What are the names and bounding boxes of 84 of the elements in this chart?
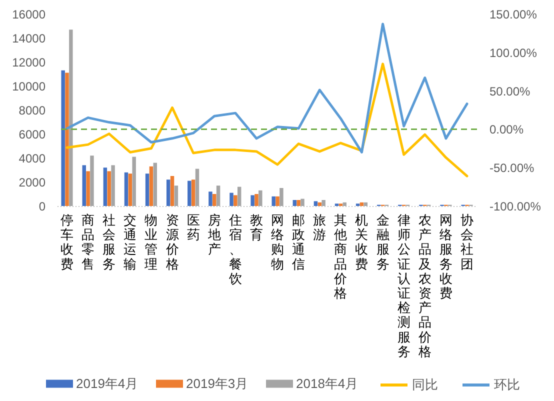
bar — [254, 194, 258, 206]
bar — [107, 171, 111, 206]
bar — [237, 186, 242, 206]
bar — [208, 192, 212, 206]
bar — [90, 156, 94, 206]
y2-tick-label: 150.00% — [490, 8, 538, 22]
x-tick-label: 其他商品价格 — [333, 214, 348, 302]
y-tick-label: 4000 — [18, 152, 46, 166]
bar — [300, 198, 304, 206]
y-tick-label: 16000 — [12, 8, 46, 22]
y-tick-label: 10000 — [12, 80, 46, 94]
bar — [69, 30, 73, 206]
x-tick-label: 资源价格 — [164, 214, 179, 272]
x-tick-label: 停车收费 — [60, 214, 74, 272]
bar — [103, 168, 108, 206]
y2-tick-label: 50.00% — [490, 84, 531, 98]
x-tick-label: 旅游 — [313, 214, 326, 244]
y-tick-label: 0 — [38, 200, 46, 214]
bar — [280, 188, 284, 206]
x-tick-label: 教育 — [250, 214, 263, 244]
bar — [318, 202, 322, 206]
bar — [65, 72, 69, 206]
y-tick-label: 2000 — [18, 176, 46, 190]
bar — [82, 165, 86, 206]
bar — [191, 180, 196, 206]
category-label: 农产品及农资产品价格 — [418, 214, 432, 360]
bar — [145, 174, 150, 206]
bar — [314, 201, 318, 206]
bar — [166, 180, 170, 206]
legend-label: 同比 — [412, 377, 438, 392]
bar — [149, 166, 154, 206]
bar — [322, 200, 326, 206]
y2-tick-label: 0.00% — [490, 122, 524, 137]
bar — [132, 156, 136, 206]
bar — [364, 202, 368, 206]
line-series — [66, 62, 468, 178]
bar — [360, 202, 364, 206]
bar — [174, 186, 178, 206]
bar — [234, 195, 238, 206]
x-tick-label: 网络服务收费 — [439, 214, 452, 302]
x-tick-label: 网络购物 — [271, 214, 284, 272]
y2-tick-label: 100.00% — [490, 46, 538, 60]
bar — [292, 200, 297, 206]
bar — [195, 168, 200, 206]
x-tick-label: 社会服务 — [102, 214, 116, 272]
bar — [111, 165, 115, 206]
legend-label: 环比 — [494, 377, 520, 392]
x-tick-label: 商品零售 — [82, 214, 95, 272]
bar — [250, 195, 254, 206]
line-series — [66, 22, 468, 154]
x-tick-label: 机关收费 — [355, 214, 368, 272]
y-tick-label: 6000 — [18, 128, 46, 142]
x-tick-label: 房地产 — [206, 212, 221, 258]
y-tick-label: 14000 — [12, 32, 46, 46]
x-tick-label: 协会社团 — [460, 214, 474, 272]
bar — [170, 176, 174, 206]
category-label: 律师公证认证检测服务 — [397, 214, 410, 360]
bar — [212, 194, 216, 206]
bar — [296, 200, 300, 206]
legend-label: 2019年3月 — [186, 376, 248, 391]
bar — [272, 196, 276, 206]
x-tick-label: 物业管理 — [144, 214, 158, 272]
bar — [86, 171, 90, 206]
bar — [124, 172, 128, 206]
y2-tick-label: -50.00% — [490, 161, 535, 176]
bar — [230, 192, 234, 206]
y-tick-label: 12000 — [12, 56, 46, 70]
bar — [61, 70, 65, 206]
x-tick-label: 交通运输 — [124, 212, 137, 272]
bar — [276, 196, 280, 206]
bar — [258, 190, 262, 206]
bar — [153, 162, 157, 206]
x-tick-label: 医药 — [186, 214, 200, 244]
y2-tick-label: -100.00% — [490, 200, 542, 214]
y-tick-label: 8000 — [18, 104, 46, 118]
bar — [342, 202, 346, 206]
x-tick-label: 住宿、餐饮 — [228, 214, 242, 287]
x-tick-label: 邮政通信 — [292, 214, 306, 272]
bar — [188, 180, 192, 206]
legend-label: 2019年4月 — [76, 376, 138, 391]
bar — [216, 186, 220, 206]
x-tick-label: 金融服务 — [376, 214, 390, 272]
bar — [128, 174, 132, 206]
legend-label: 2018年4月 — [296, 376, 358, 391]
